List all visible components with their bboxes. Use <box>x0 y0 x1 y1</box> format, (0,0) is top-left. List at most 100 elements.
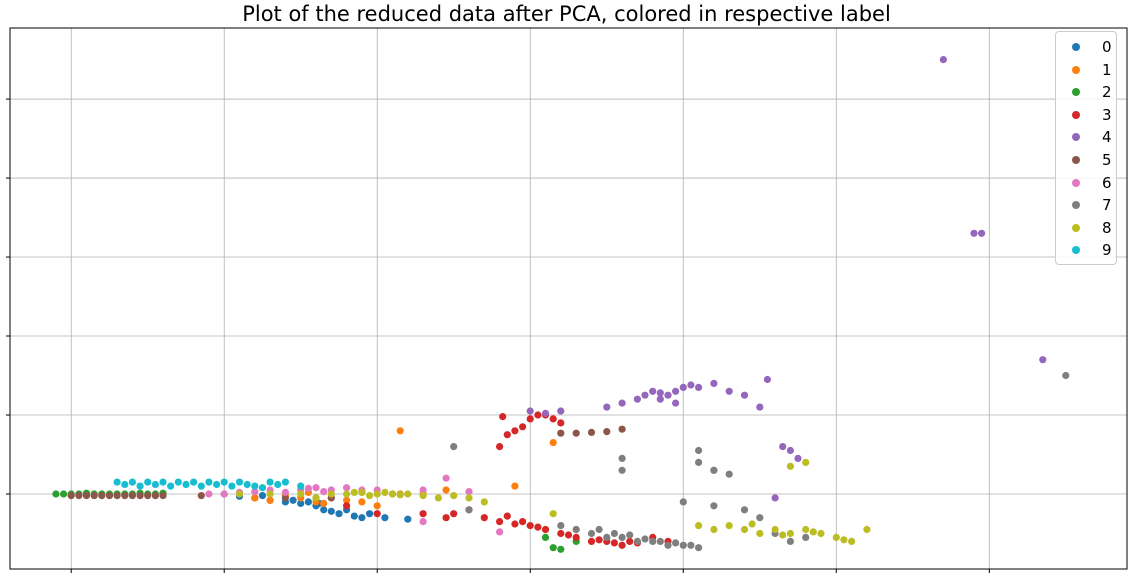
data-point-7 <box>595 525 603 534</box>
data-point-7 <box>695 544 703 552</box>
data-point-1 <box>549 439 557 447</box>
data-point-6 <box>205 490 213 498</box>
data-point-6 <box>419 486 427 494</box>
legend-item: 1 <box>1056 59 1116 81</box>
data-point-7 <box>710 502 718 510</box>
data-point-9 <box>174 478 182 486</box>
data-point-9 <box>266 478 274 486</box>
data-point-3 <box>610 539 619 547</box>
data-point-3 <box>442 514 450 522</box>
data-point-4 <box>939 56 948 64</box>
data-point-9 <box>274 480 282 489</box>
data-point-8 <box>832 533 840 542</box>
grid-lines <box>10 28 1127 569</box>
data-point-8 <box>373 490 381 498</box>
data-point-9 <box>159 478 167 486</box>
data-point-0 <box>366 510 374 518</box>
data-point-3 <box>480 514 488 522</box>
legend-marker <box>1072 65 1080 74</box>
data-point-3 <box>534 523 542 531</box>
data-point-8 <box>725 522 733 530</box>
data-point-3 <box>343 502 351 510</box>
data-point-6 <box>320 488 328 496</box>
data-point-3 <box>496 443 504 451</box>
data-point-5 <box>128 492 136 500</box>
legend-label: 7 <box>1102 196 1112 215</box>
data-point-4 <box>603 403 611 411</box>
legend-item: 7 <box>1056 194 1116 216</box>
data-point-7 <box>610 529 619 538</box>
data-point-8 <box>235 490 244 498</box>
data-point-8 <box>312 494 320 502</box>
data-point-9 <box>258 484 267 492</box>
data-point-7 <box>786 537 795 546</box>
data-point-8 <box>756 529 764 538</box>
legend-item: 5 <box>1056 149 1116 171</box>
data-point-8 <box>786 462 795 470</box>
data-point-7 <box>649 537 657 546</box>
data-point-5 <box>572 429 580 437</box>
data-point-0 <box>335 510 343 518</box>
data-point-0 <box>381 514 389 522</box>
data-point-0 <box>404 515 412 523</box>
data-point-3 <box>534 411 542 419</box>
data-point-8 <box>817 529 825 538</box>
data-point-4 <box>672 399 680 407</box>
data-point-9 <box>167 482 175 490</box>
data-point-8 <box>863 525 871 534</box>
legend-label: 5 <box>1102 151 1112 169</box>
data-point-6 <box>343 484 351 492</box>
data-point-3 <box>564 531 573 539</box>
data-point-7 <box>626 531 634 539</box>
data-point-4 <box>1039 356 1047 364</box>
data-point-3 <box>618 541 626 549</box>
data-point-9 <box>243 480 251 489</box>
data-point-1 <box>511 482 519 490</box>
data-point-7 <box>465 506 473 514</box>
data-point-7 <box>572 525 580 534</box>
scatter-points <box>52 56 1070 553</box>
data-point-0 <box>304 498 312 506</box>
data-point-7 <box>695 446 703 455</box>
data-point-3 <box>595 536 603 544</box>
data-point-1 <box>373 502 381 510</box>
data-point-3 <box>511 520 519 528</box>
legend-marker <box>1072 88 1080 97</box>
data-point-0 <box>350 512 358 520</box>
data-point-7 <box>587 529 596 538</box>
legend-item: 6 <box>1056 172 1116 194</box>
data-point-8 <box>771 525 779 534</box>
data-point-4 <box>526 407 534 415</box>
data-point-7 <box>695 458 703 466</box>
data-point-5 <box>557 429 565 437</box>
data-point-4 <box>679 383 687 391</box>
legend-item: 2 <box>1056 81 1116 103</box>
data-point-8 <box>381 488 389 496</box>
data-point-8 <box>786 529 795 538</box>
data-point-8 <box>802 525 810 534</box>
data-point-3 <box>541 525 550 534</box>
data-point-5 <box>144 492 152 500</box>
data-point-9 <box>190 478 198 486</box>
legend-item: 0 <box>1056 36 1116 58</box>
data-point-6 <box>281 488 289 496</box>
legend-marker <box>1072 201 1080 210</box>
data-point-4 <box>740 391 749 399</box>
data-point-4 <box>978 229 986 237</box>
data-point-4 <box>656 395 664 403</box>
data-point-9 <box>144 478 152 486</box>
data-point-3 <box>549 415 557 423</box>
data-point-9 <box>113 478 121 486</box>
legend-marker <box>1072 133 1080 142</box>
data-point-9 <box>220 478 228 486</box>
data-point-2 <box>557 545 565 553</box>
data-point-0 <box>327 507 335 515</box>
data-point-3 <box>626 537 634 546</box>
legend-marker <box>1072 43 1080 51</box>
data-point-9 <box>251 482 259 490</box>
data-point-3 <box>450 510 458 518</box>
legend-marker <box>1072 223 1080 232</box>
data-point-4 <box>557 407 565 415</box>
data-point-4 <box>641 391 649 399</box>
data-point-5 <box>587 428 596 436</box>
